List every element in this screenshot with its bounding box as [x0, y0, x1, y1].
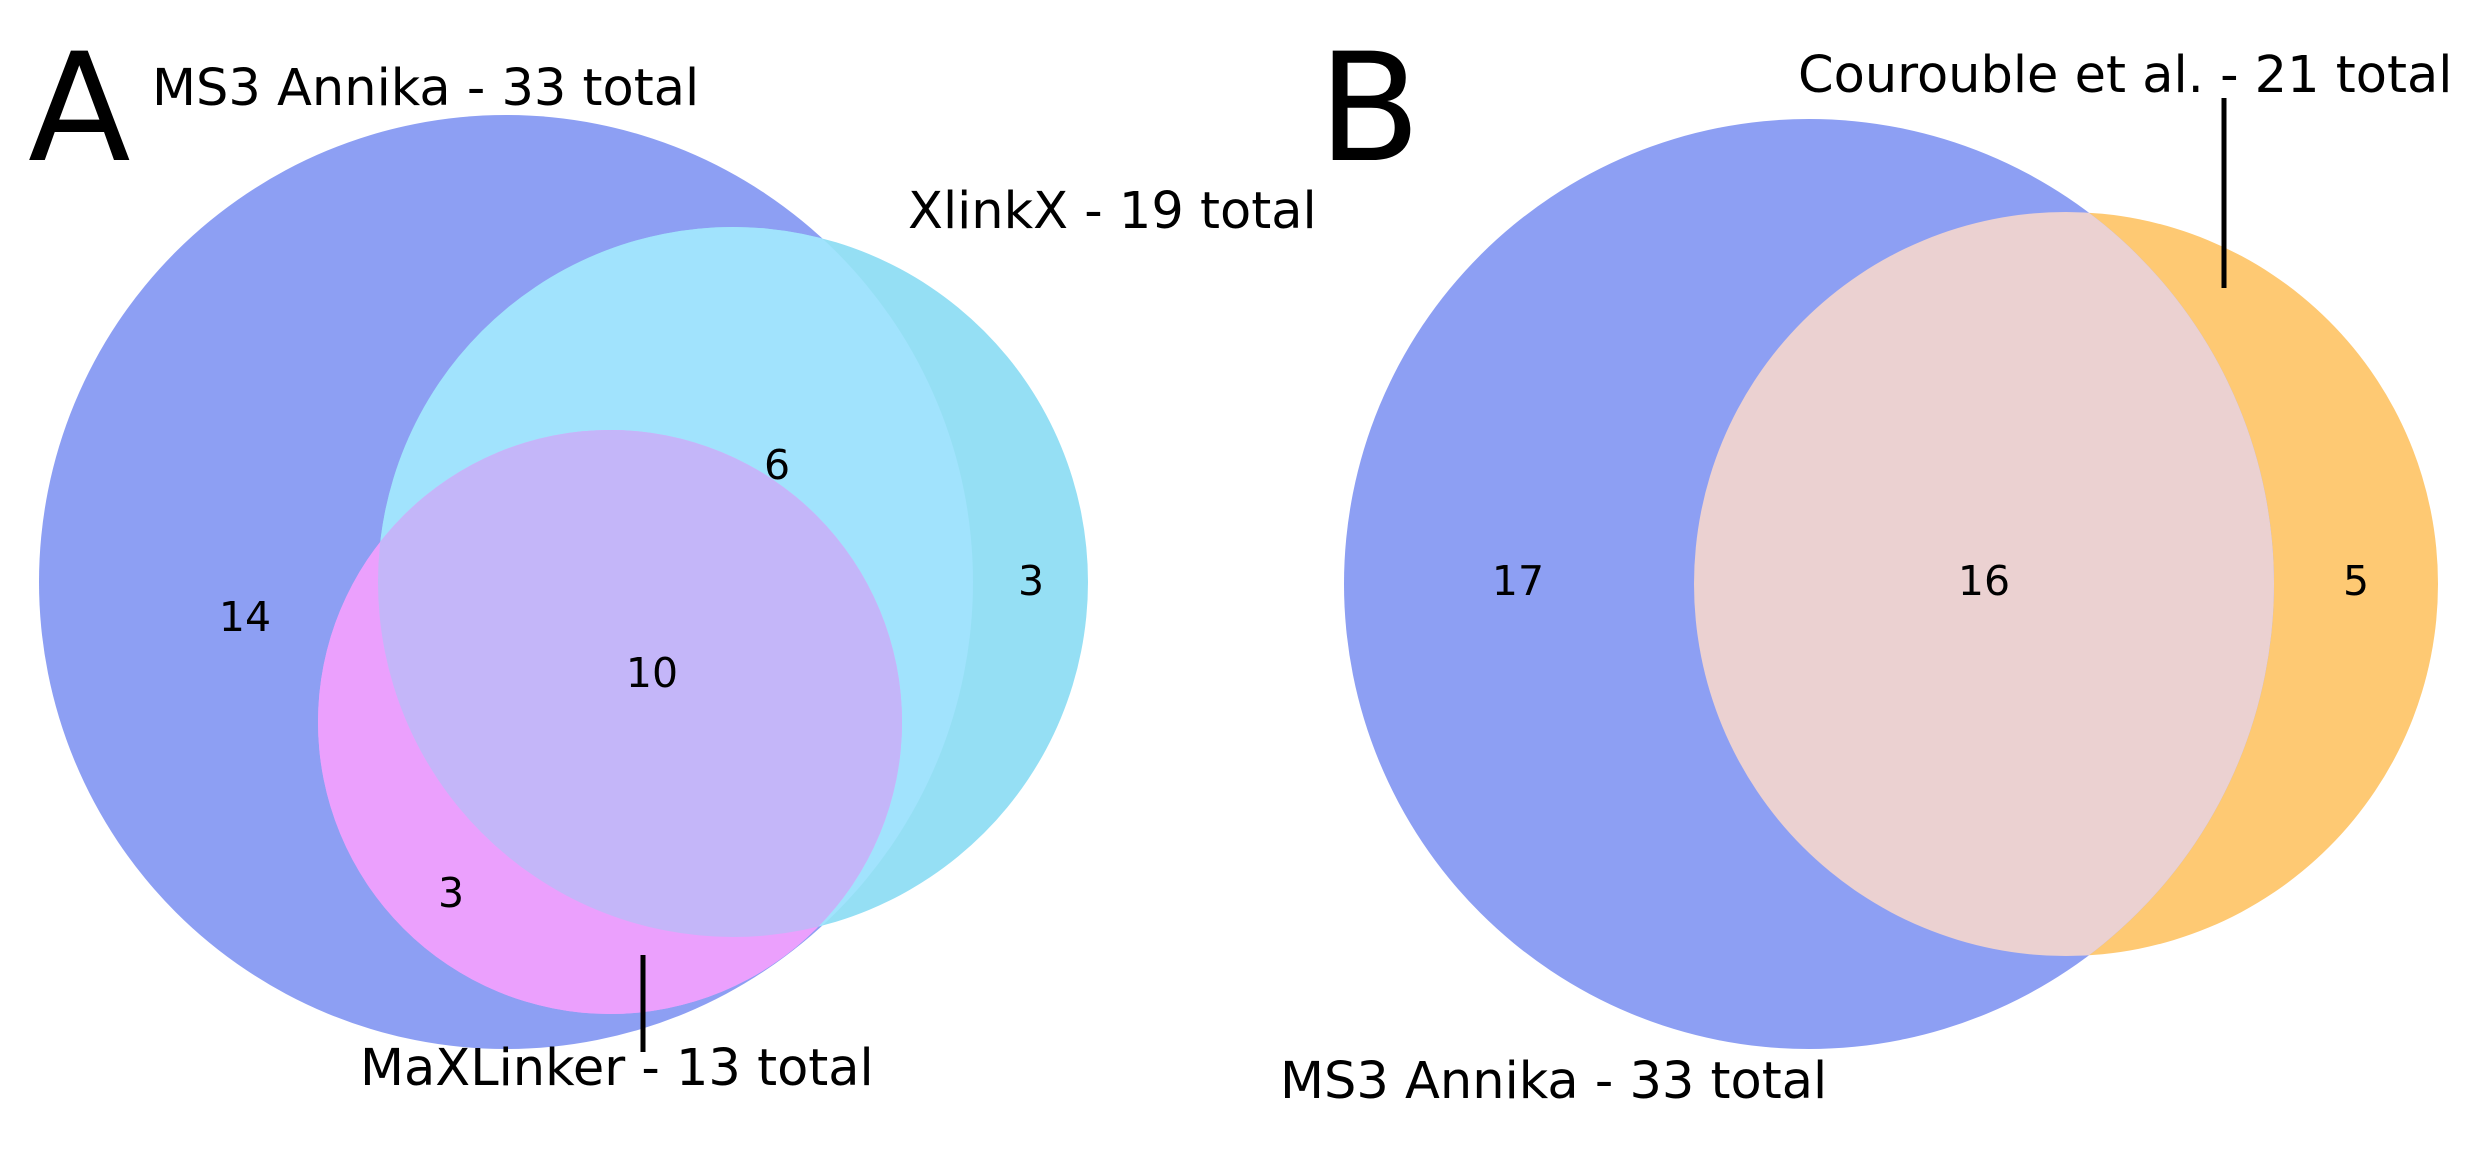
courouble-label: Courouble et al. - 21 total: [1798, 46, 2452, 105]
count-ms3annika-xlinkx: 6: [764, 441, 790, 489]
count-all-three: 10: [626, 649, 678, 697]
panel-b-letter: B: [1318, 22, 1421, 196]
ms3annika-label-a: MS3 Annika - 33 total: [152, 59, 699, 118]
xlinkx-label: XlinkX - 19 total: [908, 182, 1317, 241]
count-xlinkx-only: 3: [1018, 557, 1044, 605]
maxlinker-label: MaXLinker - 13 total: [360, 1039, 874, 1098]
panel-a: A MS3 Annika - 33 total XlinkX - 19 tota…: [28, 22, 1317, 1098]
count-ms3annika-only-b: 17: [1492, 557, 1544, 605]
count-ms3annika-maxlinker: 3: [438, 869, 464, 917]
panel-a-letter: A: [28, 22, 131, 196]
count-ms3annika-only-a: 14: [219, 593, 271, 641]
count-overlap-b: 16: [1958, 557, 2010, 605]
count-courouble-only: 5: [2343, 557, 2369, 605]
panel-b: B Courouble et al. - 21 total MS3 Annika…: [1280, 22, 2452, 1111]
ms3annika-label-b: MS3 Annika - 33 total: [1280, 1052, 1827, 1111]
